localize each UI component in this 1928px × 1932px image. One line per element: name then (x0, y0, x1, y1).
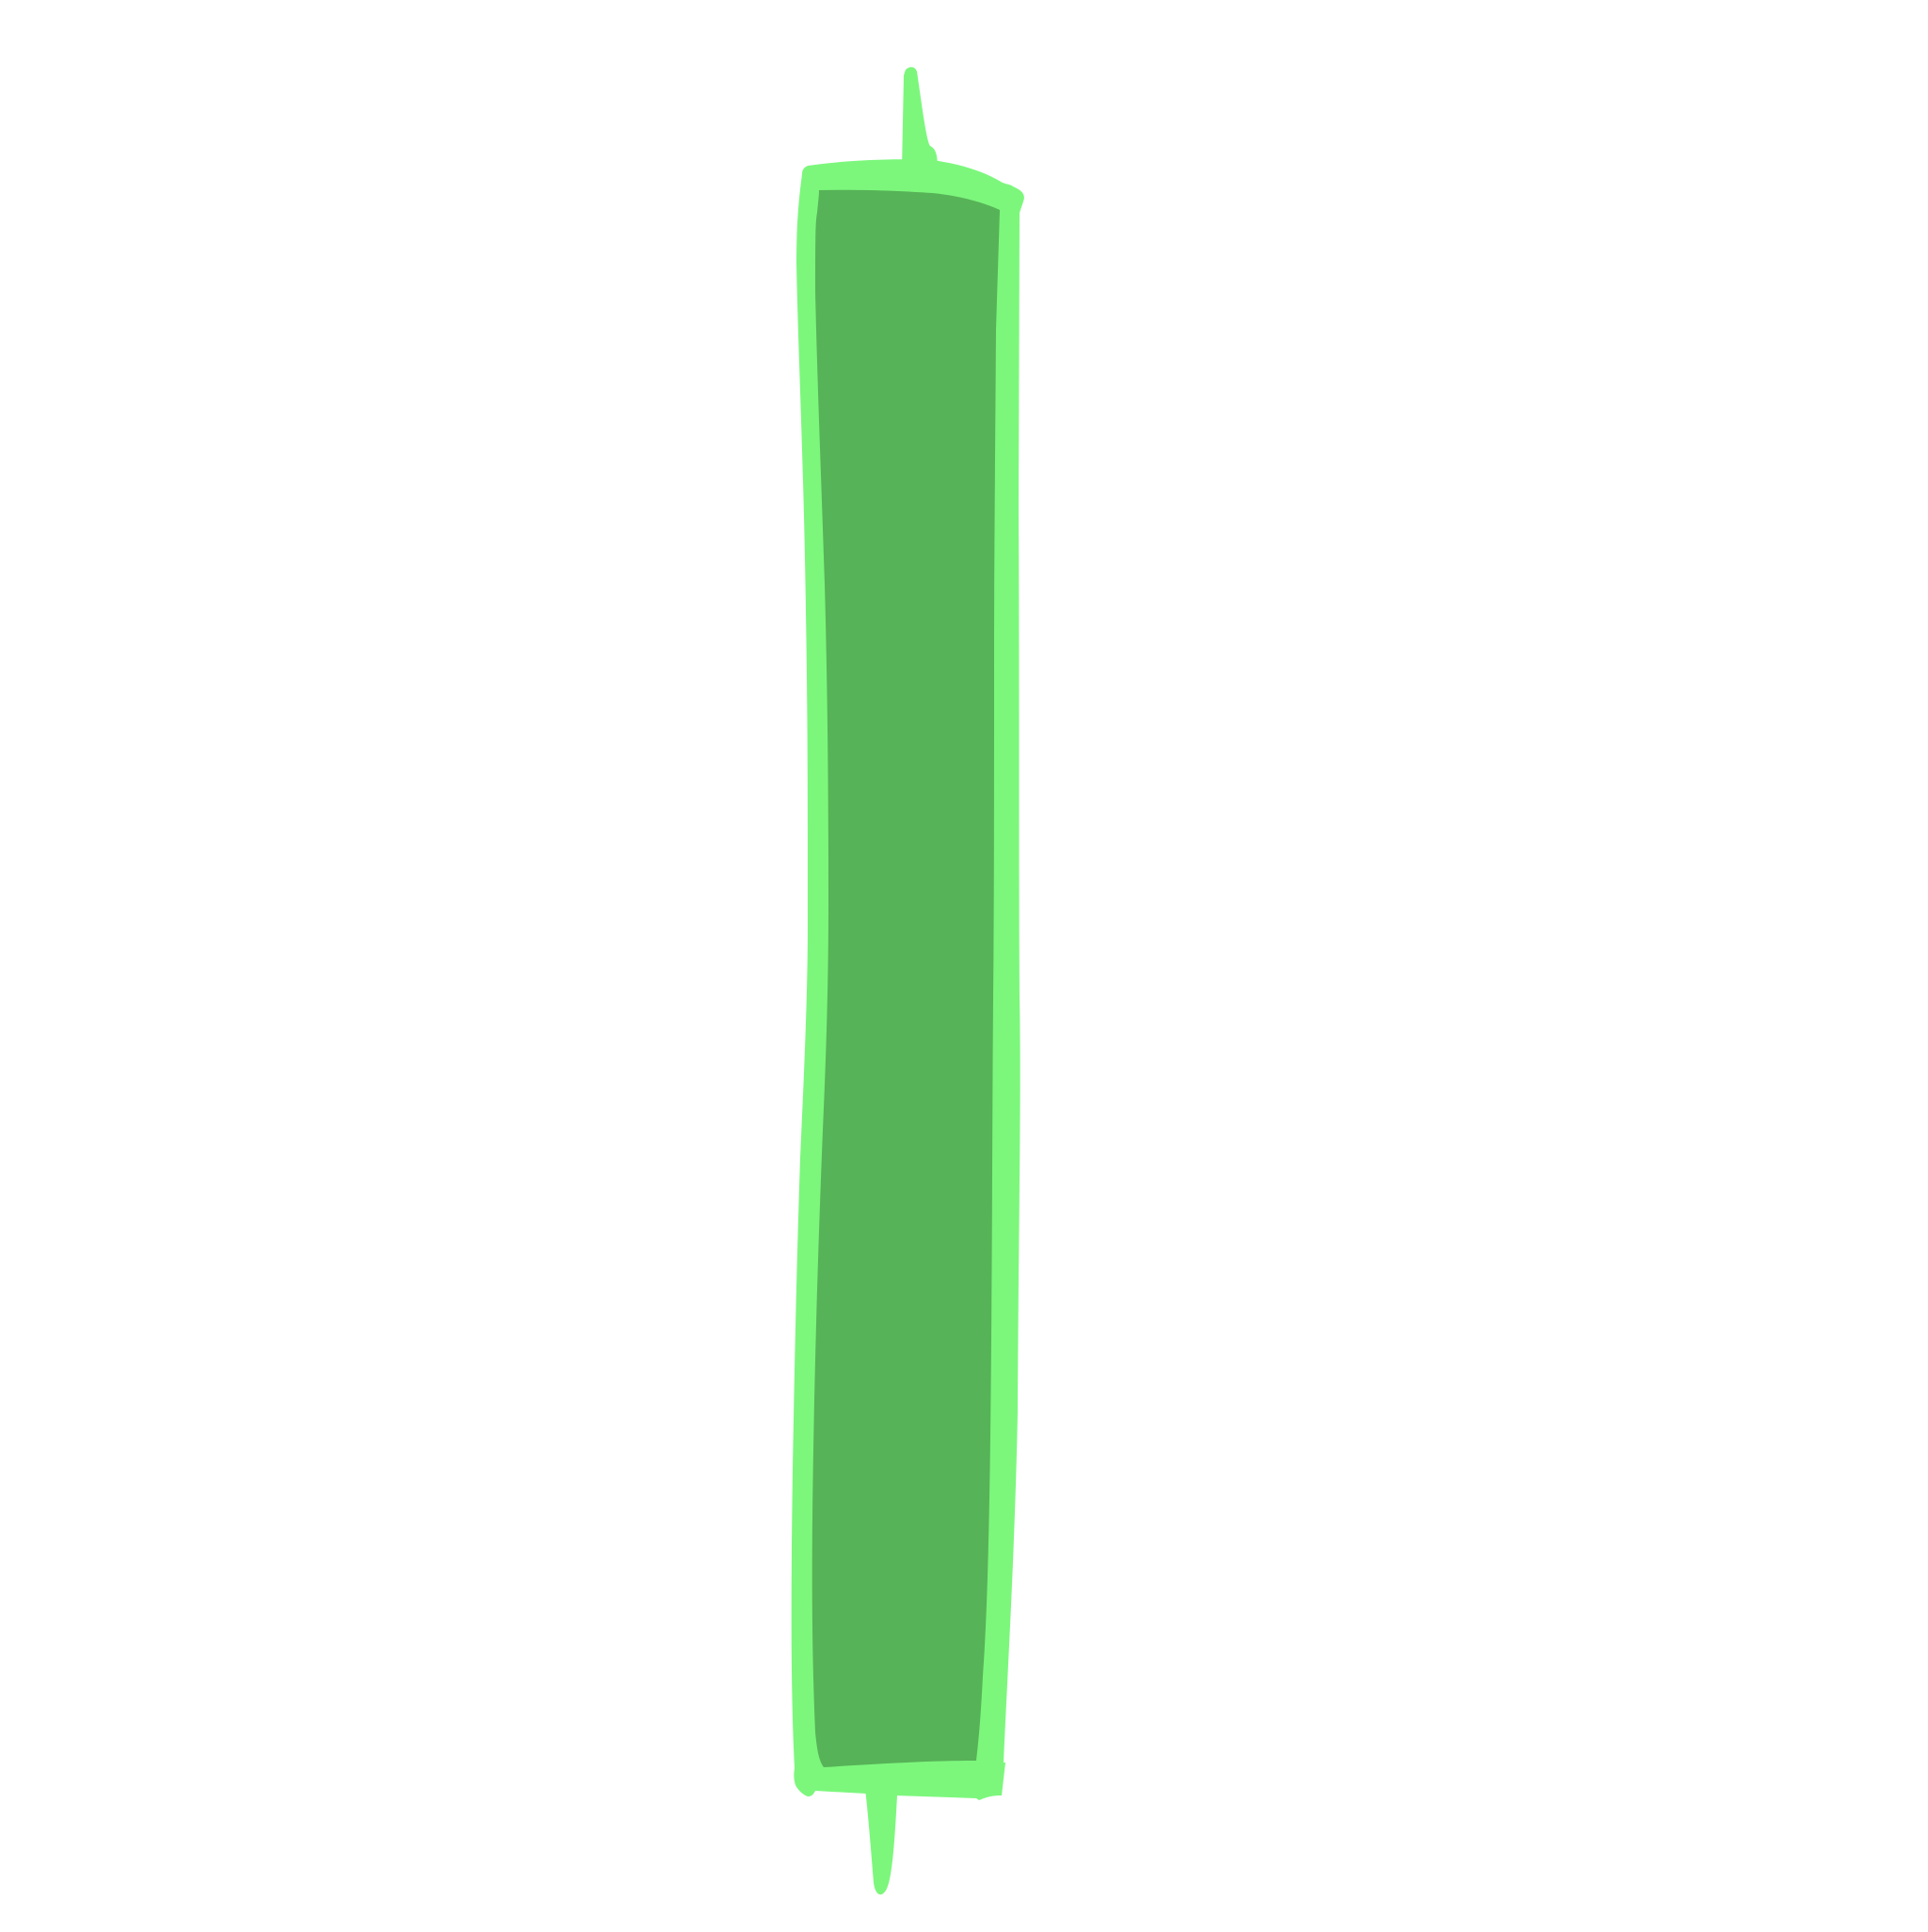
upper-wick (902, 67, 938, 169)
candle-body (811, 189, 1000, 1767)
